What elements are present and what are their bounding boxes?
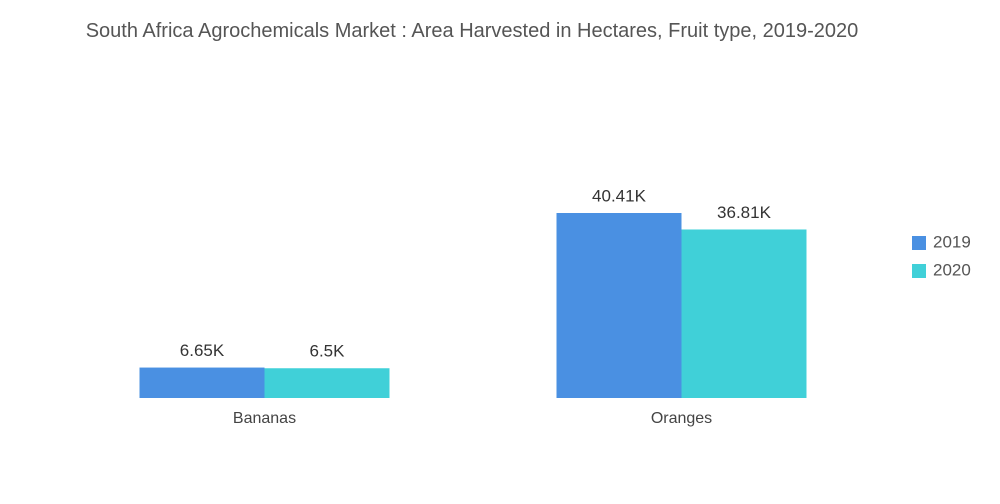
legend-label: 2019 [933,232,971,251]
value-label: 6.5K [310,342,346,361]
x-tick-label: Bananas [233,410,296,427]
bar [556,213,682,398]
value-label: 40.41K [592,186,647,205]
legend-label: 2020 [933,260,971,279]
bar [681,229,807,398]
value-label: 36.81K [717,203,772,222]
legend-swatch [912,264,926,278]
legend-swatch [912,236,926,250]
bar [139,367,265,398]
bar [264,368,390,398]
x-tick-label: Oranges [651,410,712,427]
value-label: 6.65K [180,341,225,360]
chart-title: South Africa Agrochemicals Market : Area… [85,20,859,42]
